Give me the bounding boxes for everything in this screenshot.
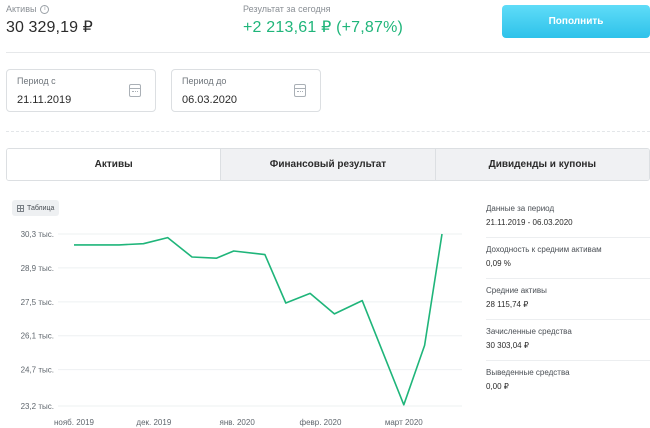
table-icon	[17, 204, 24, 212]
tab-dividends-coupons[interactable]: Дивиденды и купоны	[434, 149, 649, 180]
data-point[interactable]	[422, 342, 428, 348]
section-divider	[6, 131, 650, 132]
today-result-value: +2 213,61 ₽ (+7,87%)	[243, 19, 404, 36]
chart-grid	[58, 233, 462, 407]
data-point[interactable]	[262, 252, 268, 258]
data-point[interactable]	[283, 300, 289, 306]
tab-bar: Активы Финансовый результат Дивиденды и …	[6, 148, 650, 181]
period-to-value[interactable]: 06.03.2020	[182, 94, 238, 106]
header-divider	[6, 52, 650, 53]
summary-label: Доходность к средним активам	[486, 245, 602, 254]
y-tick-label: 23,2 тыс.	[21, 402, 54, 411]
calendar-icon[interactable]	[294, 84, 306, 97]
data-point[interactable]	[116, 242, 122, 248]
series-points	[71, 231, 445, 408]
calendar-icon[interactable]	[129, 84, 141, 97]
tab-assets[interactable]: Активы	[7, 149, 221, 180]
summary-item-deposited: Зачисленные средства 30 303,04 ₽	[486, 326, 650, 361]
period-to-field[interactable]: Период до 06.03.2020	[171, 69, 321, 112]
data-point[interactable]	[331, 311, 337, 317]
y-axis: 30,3 тыс. 28,9 тыс. 27,5 тыс. 26,1 тыс. 24,7…	[21, 230, 54, 411]
assets-series-line	[74, 233, 443, 406]
y-tick-label: 30,3 тыс.	[21, 230, 54, 239]
data-point[interactable]	[359, 298, 365, 304]
table-toggle-button[interactable]: Таблица	[12, 200, 60, 216]
data-point[interactable]	[231, 248, 237, 254]
period-from-value[interactable]: 21.11.2019	[17, 94, 72, 106]
x-axis: нояб. 2019 дек. 2019 янв. 2020 февр. 2020 ма…	[54, 418, 423, 427]
tab-financial-result[interactable]: Финансовый результат	[220, 149, 435, 180]
data-point[interactable]	[401, 402, 407, 408]
y-tick-label: 24,7 тыс.	[21, 366, 54, 375]
data-point[interactable]	[140, 241, 146, 247]
period-from-field[interactable]: Период с 21.11.2019	[6, 69, 156, 112]
summary-label: Средние активы	[486, 286, 547, 295]
summary-value: 0,09 %	[486, 259, 511, 268]
data-point[interactable]	[189, 254, 195, 260]
assets-line-chart: 30,3 тыс. 28,9 тыс. 27,5 тыс. 26,1 тыс. 24,7…	[21, 230, 462, 427]
data-point[interactable]	[439, 231, 445, 237]
x-tick-label: нояб. 2019	[54, 418, 95, 427]
topup-button[interactable]: Пополнить	[502, 5, 650, 38]
y-tick-label: 26,1 тыс.	[21, 332, 54, 341]
data-point[interactable]	[71, 242, 77, 248]
summary-value: 28 115,74 ₽	[486, 300, 529, 309]
assets-label: Активы i	[6, 4, 50, 14]
portfolio-header: Активы i 30 329,19 ₽ Результат за сегодн…	[0, 0, 650, 52]
today-result-label: Результат за сегодня	[243, 4, 331, 14]
summary-item-period: Данные за период 21.11.2019 - 06.03.2020	[486, 203, 650, 238]
period-to-label: Период до	[182, 76, 227, 86]
summary-value: 30 303,04 ₽	[486, 341, 529, 350]
table-toggle-label: Таблица	[27, 204, 55, 212]
period-summary: Данные за период 21.11.2019 - 06.03.2020…	[486, 203, 650, 407]
summary-label: Данные за период	[486, 204, 555, 213]
summary-value: 0,00 ₽	[486, 382, 509, 391]
period-from-label: Период с	[17, 76, 56, 86]
summary-item-yield: Доходность к средним активам 0,09 %	[486, 244, 650, 279]
x-tick-label: март 2020	[385, 418, 423, 427]
y-tick-label: 27,5 тыс.	[21, 298, 54, 307]
x-tick-label: янв. 2020	[220, 418, 256, 427]
info-icon[interactable]: i	[40, 4, 50, 14]
x-tick-label: дек. 2019	[136, 418, 171, 427]
summary-label: Выведенные средства	[486, 368, 570, 377]
summary-item-average-assets: Средние активы 28 115,74 ₽	[486, 285, 650, 320]
data-point[interactable]	[165, 235, 171, 241]
data-point[interactable]	[307, 290, 313, 296]
summary-label: Зачисленные средства	[486, 327, 572, 336]
summary-value: 21.11.2019 - 06.03.2020	[486, 218, 573, 227]
assets-value: 30 329,19 ₽	[6, 19, 93, 36]
data-point[interactable]	[213, 255, 219, 261]
x-tick-label: февр. 2020	[299, 418, 342, 427]
summary-item-withdrawn: Выведенные средства 0,00 ₽	[486, 367, 650, 401]
y-tick-label: 28,9 тыс.	[21, 264, 54, 273]
assets-label-text: Активы	[6, 4, 37, 14]
